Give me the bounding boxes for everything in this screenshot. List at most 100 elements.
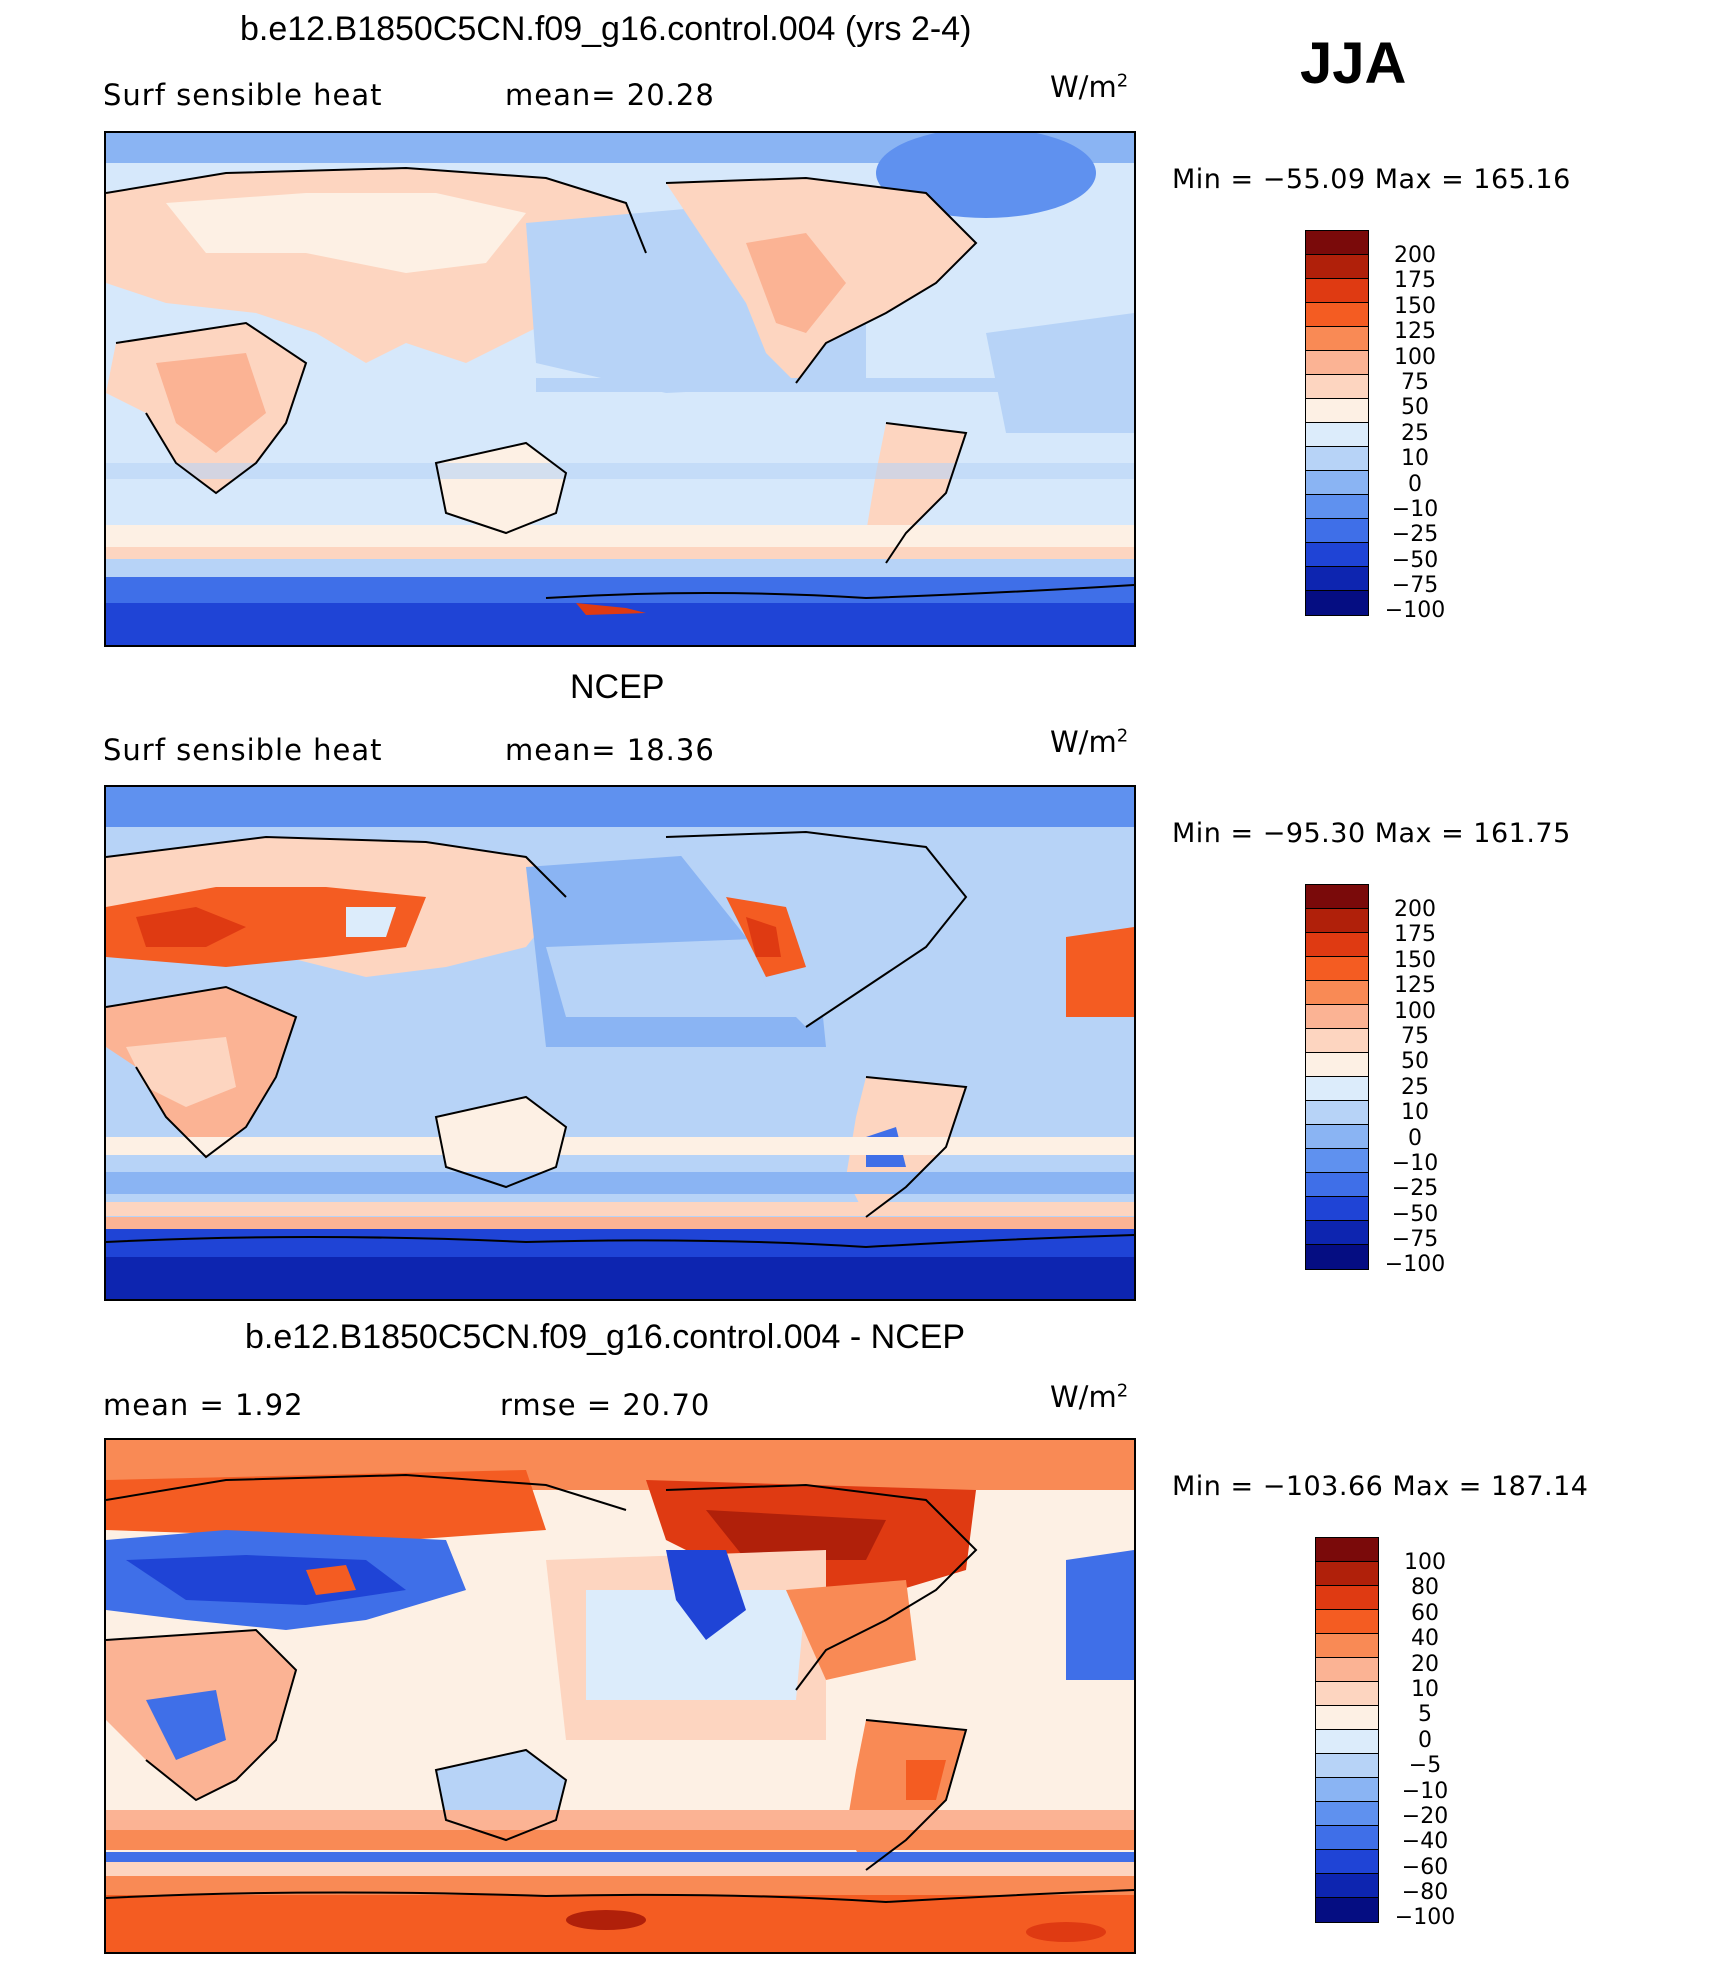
panel3-map [104, 1438, 1136, 1954]
colorbar-segment [1316, 1850, 1378, 1874]
colorbar-segment [1316, 1682, 1378, 1706]
panel2-map-svg [106, 787, 1134, 1299]
panel1-title: b.e12.B1850C5CN.f09_g16.control.004 (yrs… [240, 10, 972, 48]
colorbar-tick-label: −20 [1401, 1803, 1449, 1829]
colorbar-segment [1306, 351, 1368, 375]
colorbar-tick-label: −25 [1391, 1176, 1439, 1202]
panel3-minmax: Min = −103.66 Max = 187.14 [1172, 1471, 1589, 1502]
colorbar-segment [1306, 957, 1368, 981]
panel3-rmse-label: rmse = 20.70 [500, 1388, 711, 1422]
colorbar-segment [1316, 1874, 1378, 1898]
colorbar-segment [1306, 567, 1368, 591]
colorbar-tick-label: −60 [1401, 1854, 1449, 1880]
colorbar-tick-label: −100 [1384, 1252, 1446, 1278]
colorbar-segment [1316, 1634, 1378, 1658]
colorbar-segment [1316, 1538, 1378, 1562]
colorbar-tick-label: −10 [1391, 496, 1439, 522]
colorbar-tick-label: 0 [1408, 1125, 1422, 1151]
colorbar-segment [1306, 1149, 1368, 1173]
colorbar-segment [1306, 885, 1368, 909]
colorbar-segment [1306, 1053, 1368, 1077]
colorbar-tick-label: −75 [1391, 1227, 1439, 1253]
colorbar-segment [1306, 399, 1368, 423]
colorbar-tick-label: 10 [1401, 1100, 1429, 1126]
colorbar-tick-label: 150 [1394, 293, 1436, 319]
colorbar-tick-label: −25 [1391, 522, 1439, 548]
colorbar-segment [1306, 1005, 1368, 1029]
panel1-colorbar [1305, 230, 1369, 616]
colorbar-segment [1306, 495, 1368, 519]
colorbar-tick-label: 40 [1411, 1626, 1439, 1652]
panel1-units: W/m2 [1050, 70, 1129, 104]
colorbar-tick-label: 20 [1411, 1651, 1439, 1677]
colorbar-segment [1306, 447, 1368, 471]
colorbar-tick-label: 200 [1394, 897, 1436, 922]
panel1-map-svg [106, 133, 1134, 645]
panel2-map [104, 785, 1136, 1301]
colorbar-tick-label: 0 [1418, 1727, 1432, 1753]
colorbar-segment [1316, 1658, 1378, 1682]
panel1-mean-label: mean= 20.28 [505, 78, 715, 112]
colorbar-tick-label: −100 [1394, 1905, 1456, 1931]
colorbar-segment [1316, 1586, 1378, 1610]
colorbar-tick-label: 100 [1404, 1550, 1446, 1575]
colorbar-segment [1306, 1245, 1368, 1269]
colorbar-tick-label: 25 [1401, 420, 1429, 446]
colorbar-tick-label: −10 [1401, 1778, 1449, 1804]
colorbar-tick-label: 25 [1401, 1074, 1429, 1100]
panel2-units: W/m2 [1050, 725, 1129, 759]
colorbar-tick-label: −50 [1391, 1201, 1439, 1227]
colorbar-segment [1306, 591, 1368, 615]
colorbar-tick-label: 75 [1401, 369, 1429, 395]
colorbar-segment [1306, 543, 1368, 567]
panel3-map-svg [106, 1440, 1134, 1952]
colorbar-segment [1306, 303, 1368, 327]
panel2-colorbar-labels: 200 175 150 125 100 75 50 25 10 0 −10 −2… [1380, 897, 1450, 1278]
colorbar-segment [1306, 231, 1368, 255]
colorbar-tick-label: −50 [1391, 547, 1439, 573]
colorbar-segment [1316, 1754, 1378, 1778]
panel2-colorbar [1305, 884, 1369, 1270]
colorbar-segment [1306, 519, 1368, 543]
colorbar-tick-label: 175 [1394, 922, 1436, 948]
panel1-map [104, 131, 1136, 647]
colorbar-tick-label: 80 [1411, 1575, 1439, 1601]
colorbar-tick-label: 5 [1418, 1702, 1432, 1728]
colorbar-tick-label: 150 [1394, 947, 1436, 973]
colorbar-segment [1316, 1826, 1378, 1850]
colorbar-segment [1316, 1778, 1378, 1802]
panel2-minmax: Min = −95.30 Max = 161.75 [1172, 818, 1571, 849]
colorbar-segment [1306, 909, 1368, 933]
colorbar-tick-label: −10 [1391, 1150, 1439, 1176]
colorbar-segment [1306, 375, 1368, 399]
colorbar-segment [1316, 1802, 1378, 1826]
colorbar-segment [1306, 1125, 1368, 1149]
colorbar-tick-label: −80 [1401, 1880, 1449, 1906]
colorbar-tick-label: 10 [1401, 446, 1429, 472]
colorbar-segment [1316, 1562, 1378, 1586]
colorbar-segment [1316, 1706, 1378, 1730]
panel3-colorbar-labels: 100 80 60 40 20 10 5 0 −5 −10 −20 −40 −6… [1390, 1550, 1460, 1931]
colorbar-segment [1306, 1221, 1368, 1245]
colorbar-tick-label: 200 [1394, 243, 1436, 268]
colorbar-tick-label: −100 [1384, 598, 1446, 624]
colorbar-segment [1306, 279, 1368, 303]
colorbar-tick-label: −40 [1401, 1829, 1449, 1855]
colorbar-segment [1316, 1730, 1378, 1754]
colorbar-segment [1306, 933, 1368, 957]
colorbar-tick-label: 50 [1401, 1049, 1429, 1075]
colorbar-tick-label: 100 [1394, 344, 1436, 370]
colorbar-segment [1306, 423, 1368, 447]
colorbar-segment [1306, 1077, 1368, 1101]
colorbar-tick-label: −5 [1408, 1753, 1442, 1779]
colorbar-segment [1306, 471, 1368, 495]
colorbar-tick-label: 50 [1401, 395, 1429, 421]
colorbar-segment [1306, 255, 1368, 279]
panel3-units: W/m2 [1050, 1380, 1129, 1414]
colorbar-segment [1306, 1197, 1368, 1221]
panel2-mean-label: mean= 18.36 [505, 733, 715, 767]
colorbar-segment [1306, 327, 1368, 351]
colorbar-segment [1306, 1173, 1368, 1197]
colorbar-tick-label: 175 [1394, 268, 1436, 294]
colorbar-segment [1316, 1898, 1378, 1922]
